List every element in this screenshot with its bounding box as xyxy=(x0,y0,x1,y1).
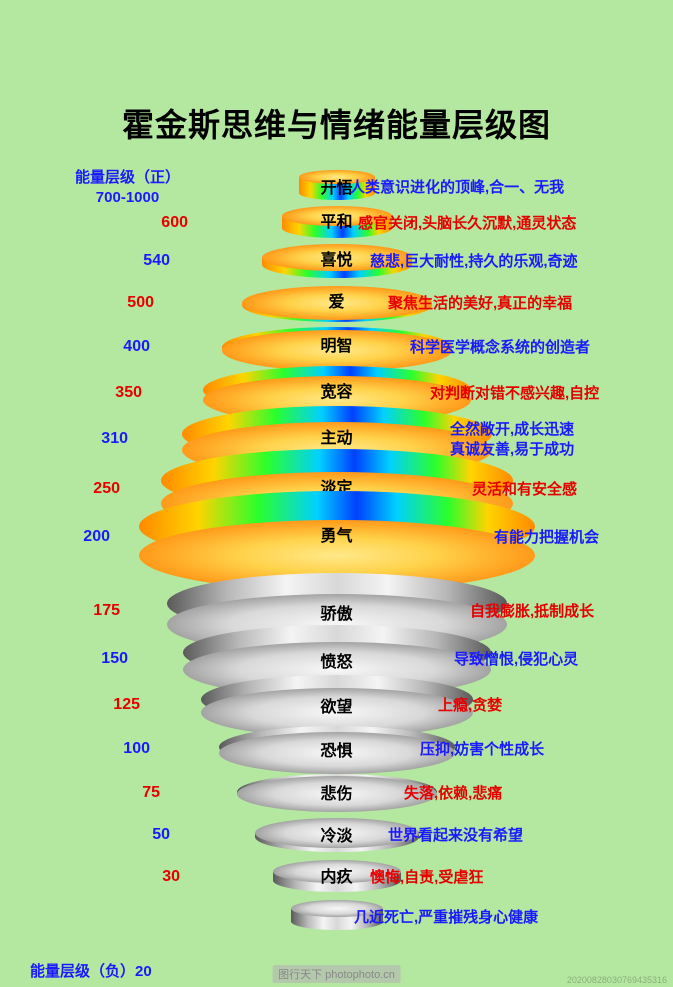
level-description: 导致憎恨,侵犯心灵 xyxy=(454,650,578,670)
level-description: 灵活和有安全感 xyxy=(472,480,577,500)
disc-label: 欲望 xyxy=(201,693,473,717)
chart-title: 霍金斯思维与情绪能量层级图 xyxy=(0,100,673,146)
level-value: 250 xyxy=(0,480,120,498)
energy-row-13: 悲伤75失落,依赖,悲痛 xyxy=(0,776,673,824)
level-value: 540 xyxy=(50,252,170,270)
level-value: 175 xyxy=(0,602,120,620)
level-value: 50 xyxy=(50,826,170,844)
level-description: 失落,依赖,悲痛 xyxy=(404,784,502,804)
level-description: 聚焦生活的美好,真正的幸福 xyxy=(388,294,572,314)
footer-left-label: 能量层级（负）20 xyxy=(30,960,152,981)
energy-row-16: 几近死亡,严重摧残身心健康 xyxy=(0,900,673,948)
disc-label: 骄傲 xyxy=(167,600,507,624)
level-description: 感官关闭,头脑长久沉默,通灵状态 xyxy=(358,214,576,234)
pyramid-stage: 开悟人类意识进化的顶峰,合一、无我平和600感官关闭,头脑长久沉默,通灵状态喜悦… xyxy=(0,162,673,982)
level-value: 600 xyxy=(68,214,188,232)
level-description: 上瘾,贪婪 xyxy=(438,696,502,716)
level-description: 世界看起来没有希望 xyxy=(388,826,523,846)
energy-row-2: 喜悦540慈悲,巨大耐性,持久的乐观,奇迹 xyxy=(0,244,673,292)
level-value: 400 xyxy=(30,338,150,356)
disc: 勇气 xyxy=(139,520,535,562)
energy-row-8: 勇气 200 有能力把握机会 xyxy=(0,520,673,568)
level-value: 310 xyxy=(8,430,128,448)
disc-label: 愤怒 xyxy=(183,648,491,672)
level-description: 人类意识进化的顶峰,合一、无我 xyxy=(350,178,564,198)
level-description: 科学医学概念系统的创造者 xyxy=(410,338,590,358)
timestamp: 20200828030769435316 xyxy=(567,975,667,985)
level-description: 有能力把握机会 xyxy=(494,528,599,548)
energy-row-14: 冷淡50世界看起来没有希望 xyxy=(0,818,673,866)
watermark: 图行天下 photophoto.cn xyxy=(272,965,401,983)
level-value: 150 xyxy=(8,650,128,668)
level-value: 30 xyxy=(60,868,180,886)
level-value: 200 xyxy=(0,528,110,546)
energy-row-12: 恐惧100压抑,妨害个性成长 xyxy=(0,732,673,780)
level-value: 75 xyxy=(40,784,160,802)
level-description: 对判断对错不感兴趣,自控 xyxy=(430,384,599,404)
level-value: 500 xyxy=(34,294,154,312)
disc-label: 主动 xyxy=(182,424,492,448)
disc-label: 勇气 xyxy=(139,522,535,546)
level-description: 全然敞开,成长迅速真诚友善,易于成功 xyxy=(450,420,574,459)
level-description: 慈悲,巨大耐性,持久的乐观,奇迹 xyxy=(370,252,578,272)
level-value: 100 xyxy=(30,740,150,758)
level-value: 125 xyxy=(20,696,140,714)
level-description: 懊悔,自责,受虐狂 xyxy=(370,868,483,888)
level-description: 几近死亡,严重摧残身心健康 xyxy=(354,908,538,928)
level-description: 自我膨胀,抵制成长 xyxy=(470,602,594,622)
disc: 欲望 xyxy=(201,688,473,724)
level-description: 压抑,妨害个性成长 xyxy=(420,740,544,760)
level-value: 350 xyxy=(22,384,142,402)
